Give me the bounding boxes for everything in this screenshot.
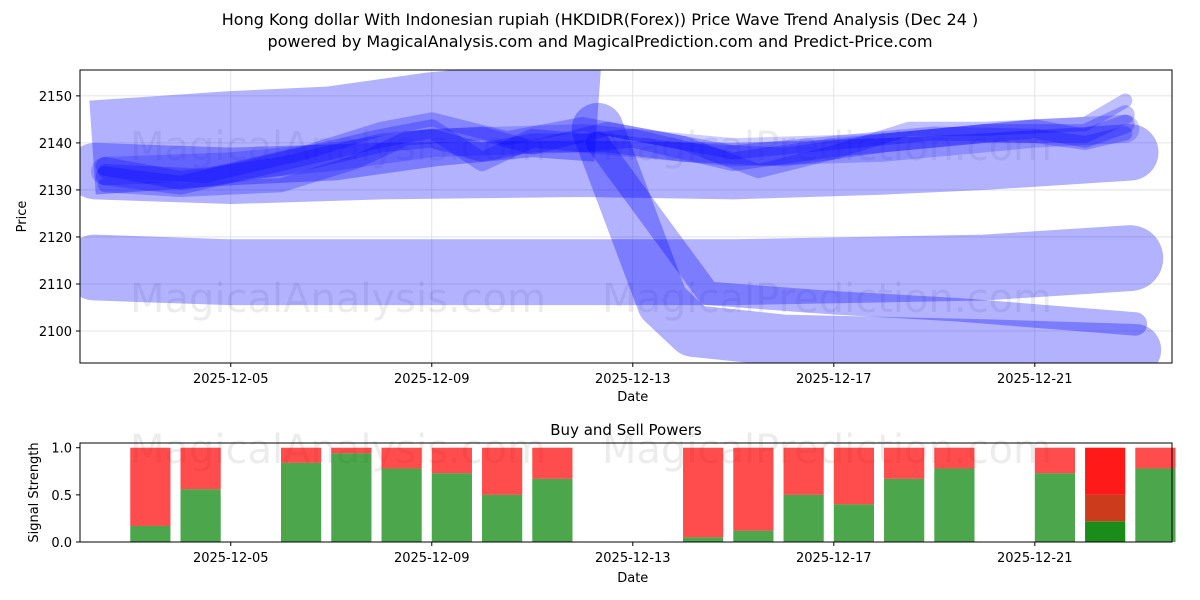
x-axis-label: Date <box>617 571 648 586</box>
y-tick-label: 0.0 <box>51 536 72 551</box>
sell-bar <box>1135 447 1176 469</box>
buy-bar <box>281 462 322 542</box>
watermark: MagicalPrediction.com <box>602 427 1052 473</box>
buy-bar <box>130 525 171 542</box>
buy-bar <box>683 537 724 542</box>
chart-title: Hong Kong dollar With Indonesian rupiah … <box>221 10 979 29</box>
y-tick-label: 2130 <box>39 184 72 199</box>
buy-bar <box>1085 521 1126 542</box>
buy-bar <box>482 494 523 542</box>
wave-line <box>95 105 1135 190</box>
waves-group <box>80 70 1164 363</box>
sell-bar <box>683 447 724 538</box>
buy-bar <box>783 494 824 542</box>
x-tick-label: 2025-12-09 <box>394 551 470 566</box>
chart-subtitle: powered by MagicalAnalysis.com and Magic… <box>267 32 933 51</box>
sell-bar <box>783 447 824 495</box>
wave-line <box>585 131 1148 336</box>
plot-frame <box>79 442 1173 543</box>
sell-bar <box>482 447 523 495</box>
sell-bar <box>833 447 874 505</box>
buy-bar <box>884 478 925 542</box>
buy-bar <box>180 489 221 542</box>
x-tick-label: 2025-12-21 <box>997 372 1073 387</box>
y-tick-label: 2150 <box>39 90 72 105</box>
y-tick-label: 2100 <box>39 325 72 340</box>
wave-line <box>98 93 1133 197</box>
sell-bar <box>733 447 774 531</box>
wave-line <box>95 114 1135 195</box>
sell-bar <box>1034 447 1076 474</box>
sell-bar <box>180 447 221 490</box>
buy-bar <box>934 468 975 542</box>
watermark: MagicalPrediction.com <box>602 276 1052 322</box>
sell-bar <box>381 447 422 469</box>
buy-bar <box>833 504 874 542</box>
sell-bar <box>331 447 372 454</box>
sell-bar <box>934 447 975 469</box>
buy-bar <box>381 468 422 542</box>
x-tick-label: 2025-12-05 <box>193 551 269 566</box>
wave-line <box>98 112 1133 183</box>
wave-line <box>91 114 1140 186</box>
sell-bar <box>1085 494 1126 522</box>
y-axis-label: Price <box>15 201 30 233</box>
x-tick-label: 2025-12-13 <box>595 372 671 387</box>
x-tick-label: 2025-12-05 <box>193 372 269 387</box>
sell-bar <box>1085 447 1126 495</box>
y-tick-label: 2120 <box>39 231 72 246</box>
wave-line <box>80 124 1159 205</box>
wave-line <box>80 225 1164 306</box>
buy-bar <box>431 473 472 542</box>
wave-line <box>89 70 601 195</box>
x-tick-label: 2025-12-17 <box>796 551 872 566</box>
y-tick-label: 0.5 <box>51 489 72 504</box>
buy-bar <box>331 453 372 542</box>
sell-bar <box>431 447 472 474</box>
buy-bar <box>532 478 573 542</box>
bar-chart-title: Buy and Sell Powers <box>550 421 702 439</box>
sell-bar <box>281 447 322 463</box>
y-tick-label: 2110 <box>39 278 72 293</box>
x-axis-label: Date <box>617 390 648 405</box>
y-tick-label: 2140 <box>39 137 72 152</box>
plot-frame <box>79 69 1173 364</box>
watermark: MagicalAnalysis.com <box>130 276 546 322</box>
watermark: MagicalPrediction.com <box>602 124 1052 170</box>
sell-bar <box>532 447 573 479</box>
buy-bar <box>733 530 774 542</box>
wave-line <box>571 102 1162 363</box>
buy-bar <box>1135 468 1176 542</box>
x-tick-label: 2025-12-17 <box>796 372 872 387</box>
x-tick-label: 2025-12-09 <box>394 372 470 387</box>
y-tick-label: 1.0 <box>51 442 72 457</box>
y-axis-label: Signal Strength <box>27 442 42 542</box>
watermark: MagicalAnalysis.com <box>130 124 546 170</box>
sell-bar <box>884 447 925 479</box>
buy-bar <box>1034 473 1076 542</box>
x-tick-label: 2025-12-13 <box>595 551 671 566</box>
sell-bar <box>130 447 171 526</box>
x-tick-label: 2025-12-21 <box>997 551 1073 566</box>
